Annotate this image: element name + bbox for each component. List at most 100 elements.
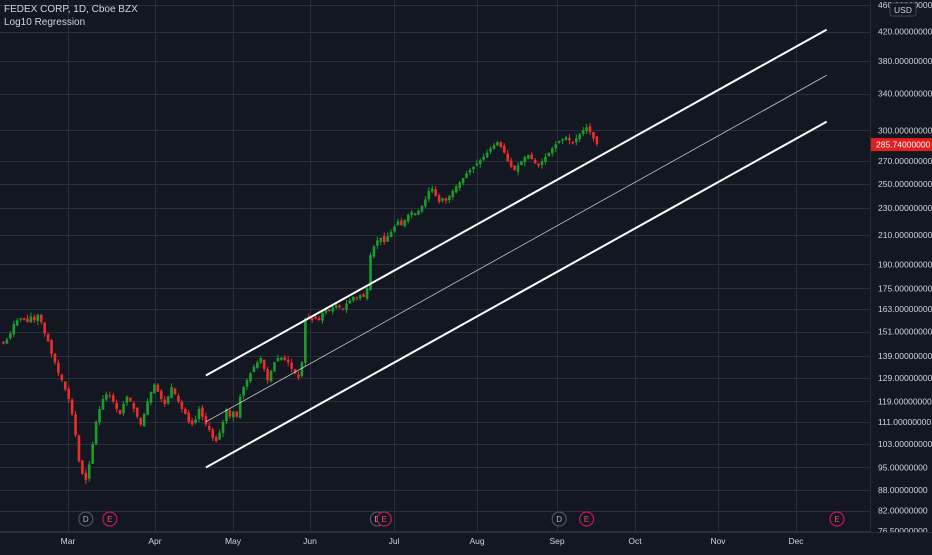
candle [194, 415, 197, 425]
candle-body [475, 163, 479, 166]
candle [592, 131, 595, 142]
candle-body [557, 141, 561, 143]
indicator-label[interactable]: Log10 Regression [4, 17, 86, 28]
candle-body [369, 255, 372, 291]
candle [259, 355, 263, 365]
candle-body [499, 142, 503, 148]
candle-body [468, 170, 472, 173]
candle [26, 314, 29, 323]
candle-body [252, 366, 256, 372]
candle [478, 158, 482, 168]
dividend-marker[interactable]: D [78, 511, 94, 527]
candle [472, 166, 475, 174]
time-axis-background[interactable] [0, 532, 932, 550]
price-axis-label: 129.00000000 [878, 373, 932, 383]
candle [533, 157, 537, 164]
last-price-tag-label: 285.74000000 [876, 140, 931, 150]
regression-channel [205, 28, 828, 469]
currency-button-label[interactable]: USD [894, 5, 912, 15]
candle-body [194, 419, 197, 423]
candle-body [540, 161, 544, 165]
last-price-tag: 285.74000000 [871, 138, 932, 152]
time-axis: Mar Apr May Jun Jul Aug Sep Oct Nov Dec [0, 532, 932, 550]
dividend-marker[interactable]: D [551, 511, 567, 527]
candle-body [551, 148, 554, 154]
candle [208, 422, 211, 433]
candle [19, 317, 22, 322]
candle-body [492, 145, 496, 150]
candle-body [352, 296, 355, 301]
candle [520, 161, 523, 166]
price-axis-background[interactable] [870, 0, 932, 532]
earnings-marker[interactable]: E [829, 511, 845, 527]
candle [187, 409, 191, 424]
earnings-marker[interactable]: E [578, 511, 595, 527]
candle-body [454, 186, 458, 193]
candle-body [87, 464, 91, 479]
time-axis-label: Aug [469, 536, 484, 546]
candle-body [139, 418, 142, 425]
price-axis-label: 139.00000000 [878, 351, 932, 361]
candle [170, 383, 173, 399]
candle-body [382, 235, 386, 242]
candle-body [544, 156, 547, 162]
candle [516, 162, 520, 176]
candle-body [201, 407, 204, 417]
candle-body [221, 421, 225, 434]
candle-body [417, 210, 420, 215]
candle-body [74, 414, 77, 436]
candle-body [129, 397, 132, 402]
candle-body [321, 312, 324, 321]
earnings-marker[interactable]: E [102, 511, 118, 527]
candle [238, 393, 242, 419]
candle [266, 366, 269, 384]
event-marker-ring [829, 511, 845, 527]
candle [43, 322, 46, 337]
candle [506, 149, 510, 163]
candle-body [43, 322, 46, 334]
price-axis-label: 190.00000000 [878, 259, 932, 269]
time-axis-label: Oct [628, 536, 642, 546]
candle [427, 187, 431, 203]
candle-body [434, 189, 437, 196]
candle-body [420, 205, 424, 212]
price-axis-label: 95.00000000 [878, 462, 928, 472]
candle [118, 409, 122, 415]
currency-button[interactable]: USD [889, 2, 917, 17]
candle [286, 356, 290, 367]
candle-body [516, 165, 520, 172]
event-marker-ring [376, 511, 392, 527]
price-axis-label: 420.00000000 [878, 27, 932, 37]
channel-line-mid [205, 74, 827, 423]
candle [139, 417, 142, 427]
earnings-marker[interactable]: E [376, 511, 392, 527]
candle-body [12, 323, 16, 335]
symbol-title[interactable]: FEDEX CORP, 1D, Cboe BZX [4, 4, 138, 15]
candle [101, 395, 105, 410]
candle-body [232, 411, 235, 418]
candle [547, 152, 551, 157]
candle [581, 127, 585, 137]
candle [46, 332, 50, 342]
candle [489, 146, 492, 155]
candle-body [472, 166, 475, 170]
candle [530, 152, 534, 160]
candle-body [506, 153, 510, 162]
candle [465, 171, 468, 179]
candle [221, 419, 225, 438]
candle [437, 193, 441, 204]
candle [499, 141, 503, 148]
candle-body [571, 142, 575, 144]
candle [98, 406, 101, 426]
candle [211, 427, 215, 442]
candle [166, 395, 170, 405]
candle [232, 411, 235, 422]
candle [153, 383, 156, 394]
candle-body [365, 288, 369, 299]
candle [595, 136, 599, 147]
candle-body [427, 190, 431, 200]
time-axis-label: May [225, 536, 242, 546]
candle [67, 386, 70, 403]
